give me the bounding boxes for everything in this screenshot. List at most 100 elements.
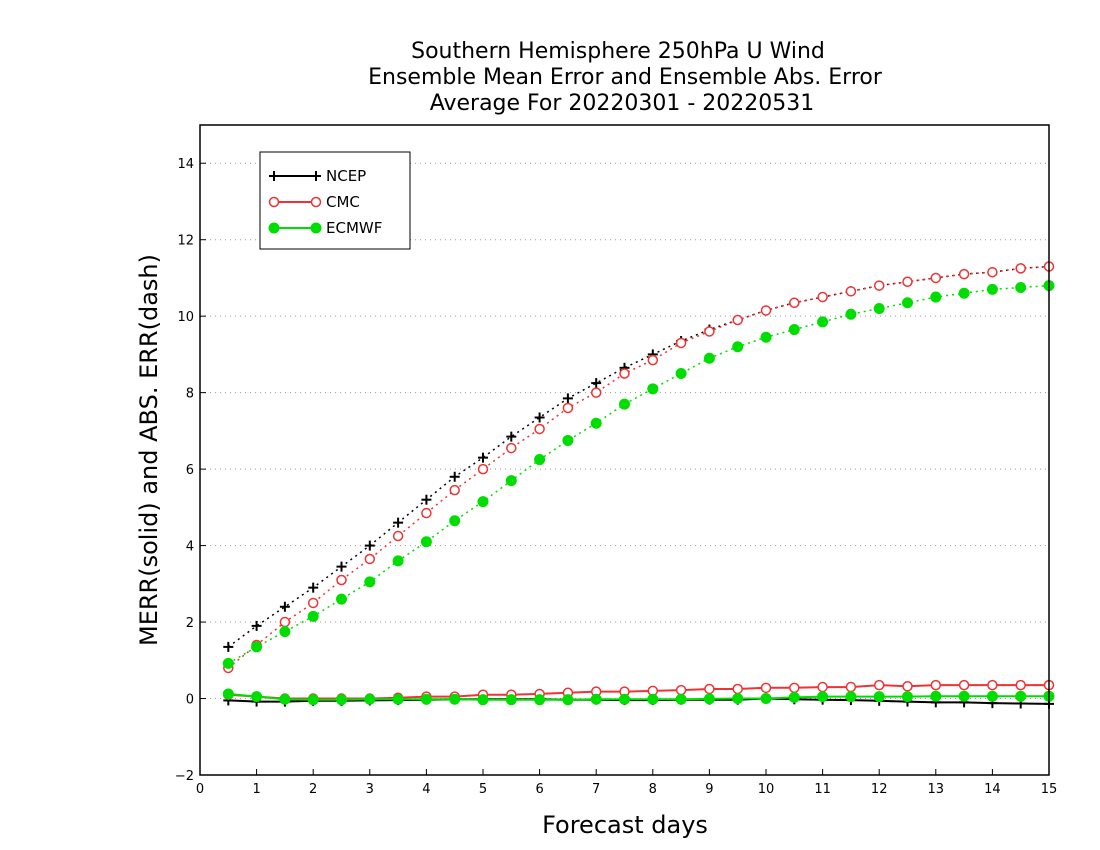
- series-ecmwf-abs-err-point: [675, 368, 687, 380]
- series-ncep-abs-err-point: [364, 540, 375, 551]
- series-ncep-abs-err-point: [449, 471, 460, 482]
- y-tick-label: 6: [186, 463, 194, 478]
- series-ncep: [223, 261, 1054, 709]
- series-ncep-abs-err-point: [478, 452, 488, 463]
- legend-label-ncep: NCEP: [326, 167, 366, 185]
- series-ecmwf-mean-err-point: [336, 694, 347, 706]
- series-ecmwf-abs-err-point: [788, 324, 800, 336]
- series-cmc-mean-err-point: [902, 681, 913, 692]
- series-ecmwf-abs-err-point: [760, 331, 772, 343]
- series-ecmwf-abs-err-point: [562, 434, 574, 446]
- series-ecmwf-mean-err-point: [845, 691, 857, 703]
- legend-marker: [268, 196, 280, 208]
- x-tick-label: 8: [649, 782, 657, 797]
- series-ecmwf-mean-err-point: [420, 693, 432, 705]
- series-ecmwf-abs-err-point: [703, 352, 715, 364]
- chart-title-line-1: Southern Hemisphere 250hPa U Wind: [411, 39, 825, 64]
- y-tick-label: 12: [177, 234, 194, 249]
- series-ncep-abs-err-point: [393, 517, 404, 528]
- x-tick-label: 5: [479, 782, 487, 797]
- series-ncep-abs-err-point: [308, 582, 319, 593]
- series-ecmwf-mean-err-point: [534, 694, 546, 706]
- series-cmc-mean-err-point: [958, 679, 970, 691]
- series-cmc-mean-err-point: [845, 681, 857, 693]
- series-ecmwf-abs-err-point: [307, 610, 319, 622]
- series-ecmwf-mean-err-point: [732, 693, 744, 705]
- series-ecmwf-mean-err-point: [619, 693, 630, 705]
- series-cmc-mean-err-point: [930, 679, 942, 691]
- series-ecmwf-mean-err-point: [449, 693, 461, 705]
- series-ecmwf-mean-err-point: [307, 694, 319, 706]
- series-cmc-mean-err-point: [732, 683, 743, 695]
- legend-marker: [310, 222, 322, 234]
- x-tick-label: 4: [422, 782, 430, 797]
- series-cmc-mean-err-point: [760, 682, 772, 694]
- legend-entry-cmc: CMC: [268, 193, 360, 211]
- series-cmc-abs-err-point: [845, 286, 857, 297]
- x-tick-label: 2: [309, 782, 317, 797]
- series-ecmwf-abs-err-point: [873, 303, 885, 315]
- series-ecmwf-mean-err-point: [647, 693, 659, 705]
- series-ecmwf-mean-err-point: [364, 693, 376, 705]
- series-ecmwf-abs-err-point: [930, 291, 942, 303]
- x-tick-label: 10: [758, 782, 775, 797]
- series-ecmwf-abs-err-point: [902, 297, 913, 309]
- series-ecmwf-abs-err-point: [251, 641, 263, 653]
- series-ecmwf-mean-err-point: [251, 691, 263, 703]
- chart-title-line-2: Ensemble Mean Error and Ensemble Abs. Er…: [368, 65, 883, 90]
- series-ecmwf-mean-err-point: [477, 694, 489, 706]
- series-cmc-abs-err-point: [562, 402, 574, 414]
- legend-marker: [311, 171, 321, 181]
- series-cmc-abs-err-point: [987, 266, 998, 278]
- series-cmc-abs-err-point: [704, 326, 715, 337]
- series-ecmwf-abs-err-point: [647, 383, 659, 395]
- series-ecmwf-mean-err-point: [986, 690, 998, 702]
- x-tick-label: 6: [535, 782, 543, 797]
- series-cmc-abs-err-point: [902, 276, 913, 288]
- series-ncep-abs-err-point: [251, 620, 262, 631]
- series-cmc: [223, 261, 1055, 704]
- gridlines: [200, 162, 1049, 776]
- series-cmc-mean-err-point: [987, 679, 998, 691]
- series-ncep-abs-err-point: [421, 494, 432, 505]
- series-ecmwf-abs-err-point: [477, 496, 489, 508]
- x-tick-label: 7: [592, 782, 600, 797]
- series-ecmwf-mean-err-point: [958, 690, 970, 702]
- series-ecmwf-abs-err-line: [227, 284, 1050, 665]
- series-ecmwf-mean-err-point: [279, 693, 291, 705]
- x-axis-label: Forecast days: [542, 811, 708, 839]
- series-cmc-mean-err-point: [704, 683, 715, 695]
- series-ncep-abs-err-point: [223, 641, 234, 652]
- series-ecmwf-mean-err-point: [590, 693, 602, 705]
- series-cmc-abs-err-point: [817, 291, 828, 303]
- y-tick-label: 8: [186, 387, 194, 402]
- series-ncep-abs-err-point: [534, 412, 545, 423]
- y-tick-label: −2: [175, 769, 194, 784]
- series-cmc-abs-err-point: [279, 616, 291, 628]
- series-cmc-mean-err-point: [675, 684, 687, 696]
- x-tick-label: 15: [1041, 782, 1058, 797]
- series-cmc-abs-err-point: [873, 280, 885, 291]
- legend-box: [259, 151, 411, 250]
- series-cmc-abs-err-point: [392, 530, 404, 542]
- series-ecmwf-mean-err-point: [930, 690, 942, 702]
- series-ecmwf-abs-err-point: [619, 398, 630, 410]
- series-ecmwf-mean-err-point: [817, 691, 829, 703]
- series-ecmwf-mean-err-point: [222, 688, 234, 700]
- y-tick-label: 14: [177, 157, 194, 172]
- series-cmc-abs-err-point: [534, 423, 545, 435]
- series-ecmwf-mean-err-point: [788, 691, 800, 703]
- series-ecmwf-mean-err-point: [873, 691, 885, 703]
- series-ncep-abs-err-point: [562, 393, 573, 404]
- series-cmc-abs-err-point: [364, 553, 376, 565]
- series-cmc-abs-err-point: [421, 507, 432, 519]
- series-ecmwf-abs-err-point: [732, 341, 744, 353]
- series-cmc-abs-err-point: [958, 268, 970, 280]
- series-cmc-mean-err-point: [817, 681, 828, 693]
- series-ecmwf-abs-err-point: [364, 576, 376, 588]
- series-ncep-abs-err-point: [336, 561, 347, 572]
- series-cmc-abs-err-point: [477, 463, 489, 475]
- legend-entry-ecmwf: ECMWF: [268, 219, 382, 237]
- series-ecmwf-abs-err-point: [958, 287, 970, 299]
